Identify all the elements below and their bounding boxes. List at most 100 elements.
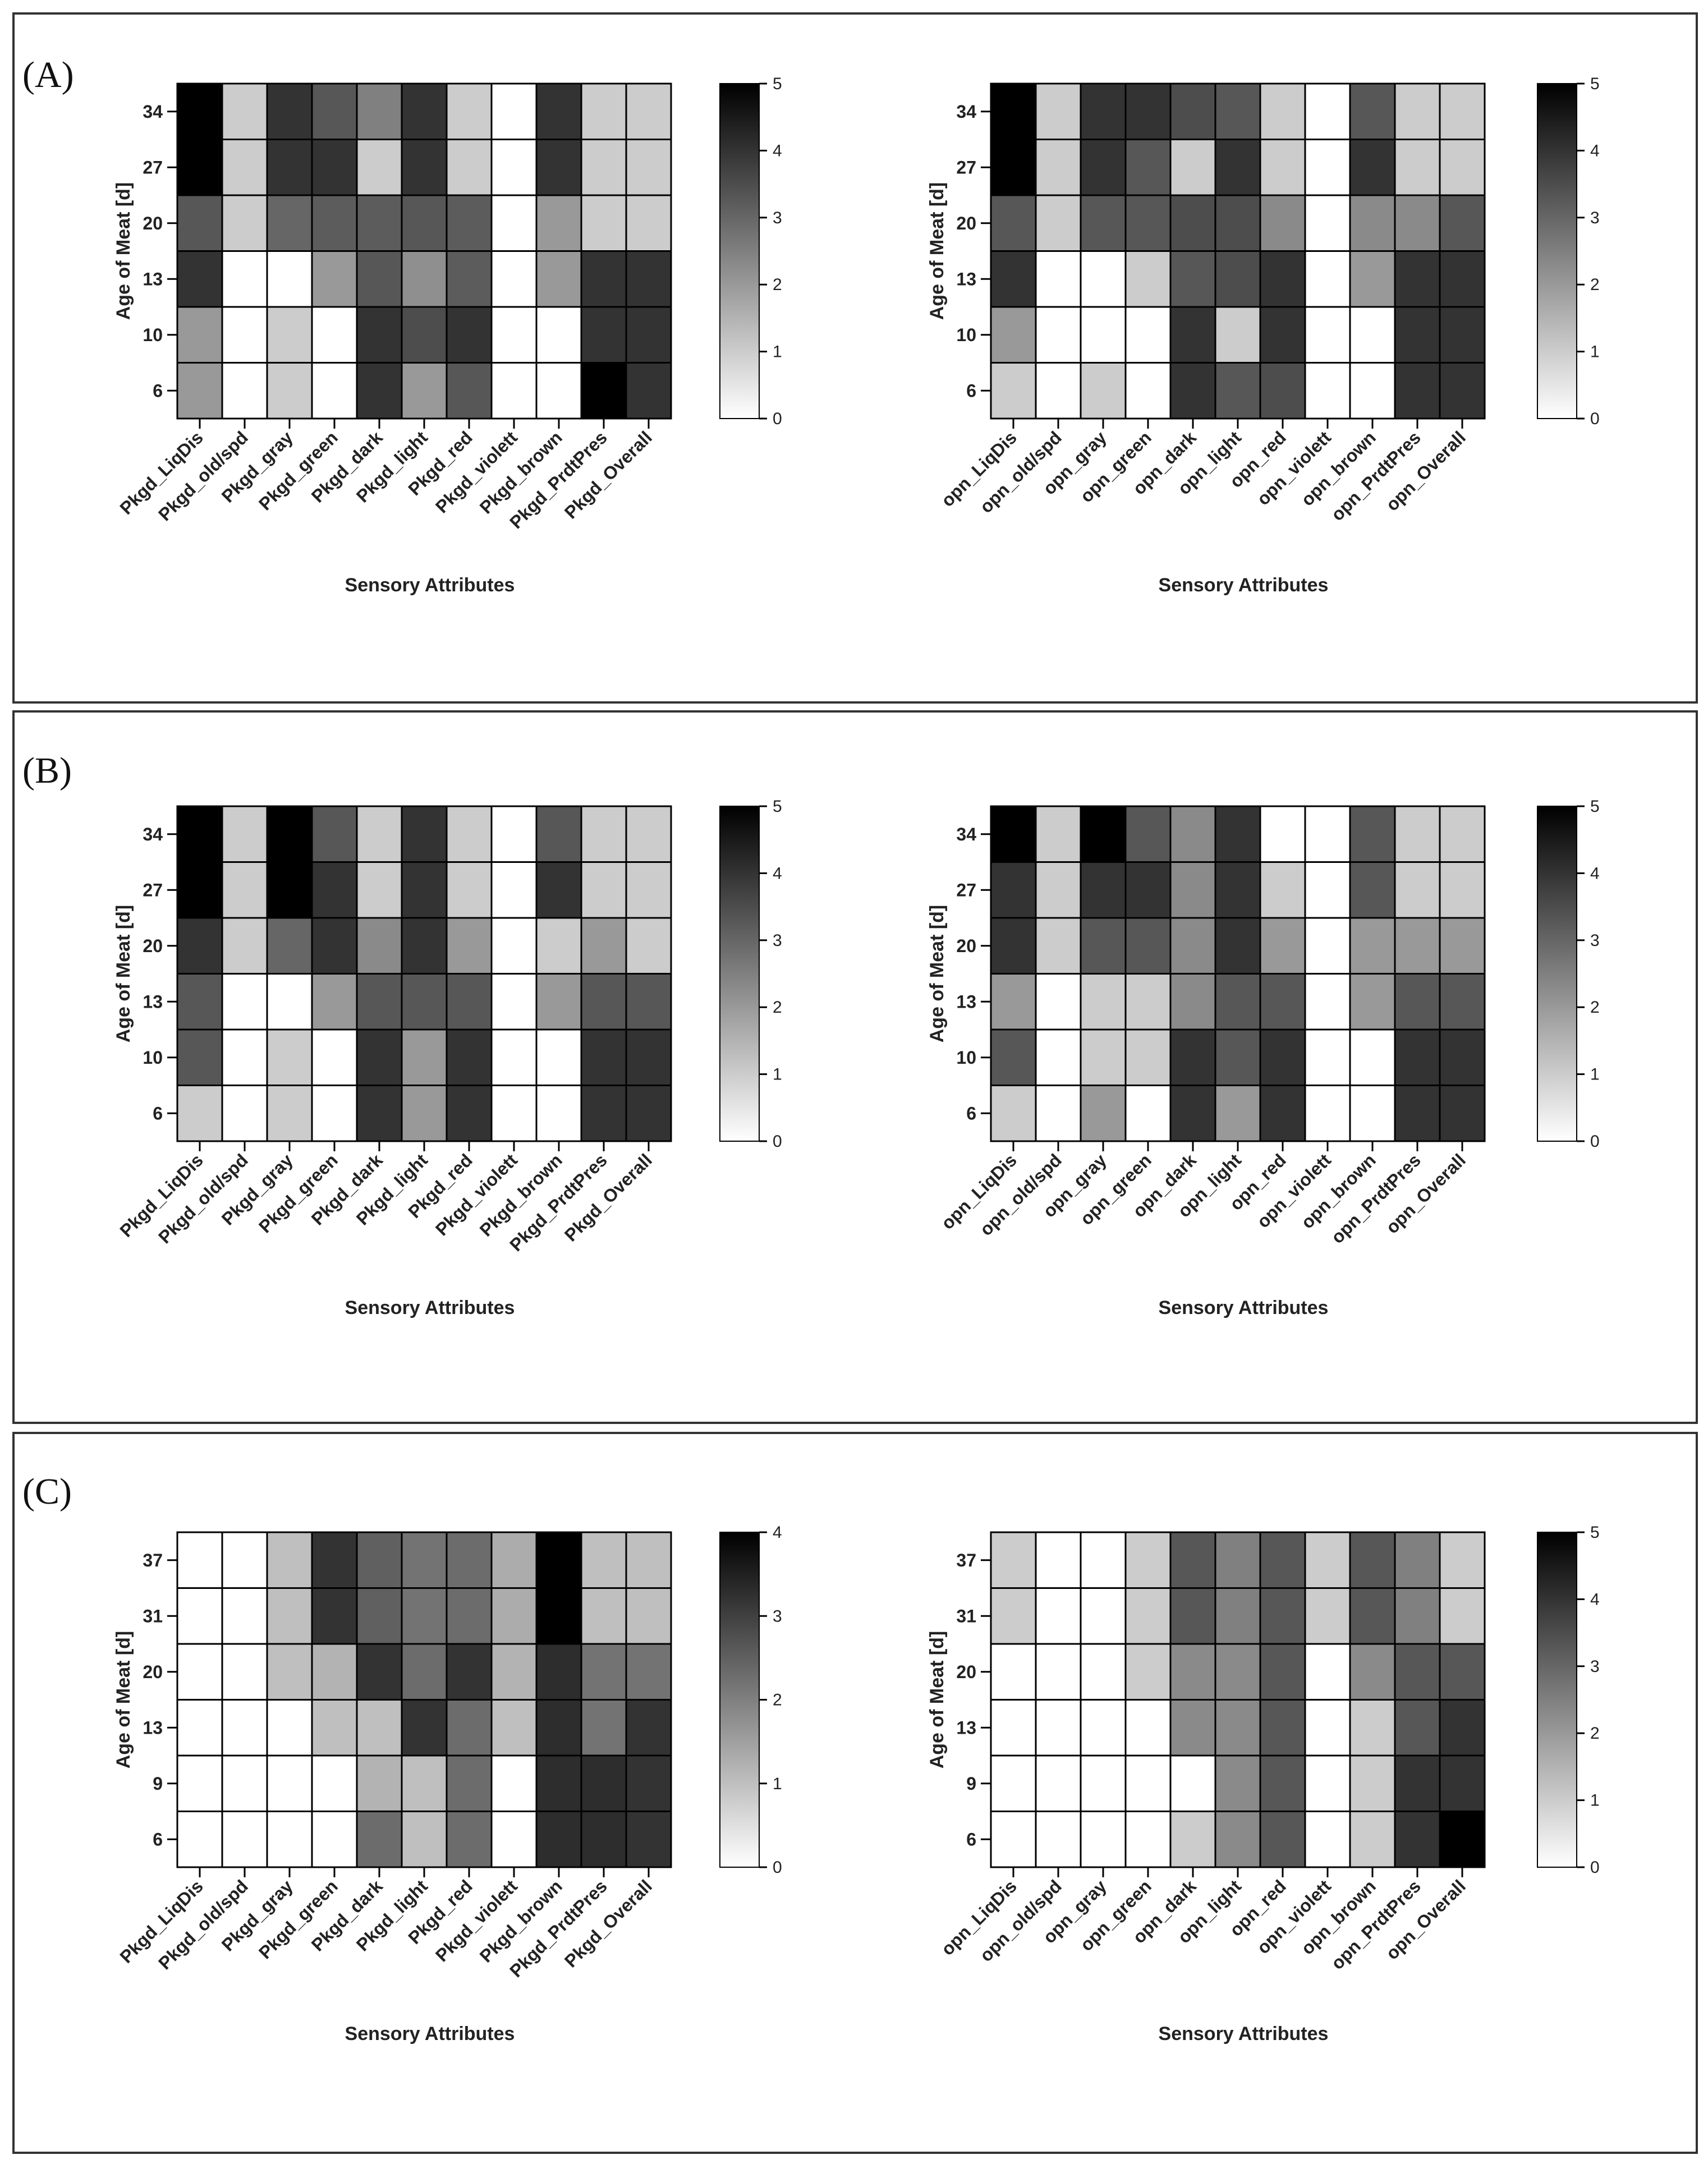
heatmap-cell xyxy=(1439,1699,1486,1757)
colorbar-tick-label: 1 xyxy=(773,343,782,361)
heatmap-cell xyxy=(1259,1085,1306,1142)
y-axis-title: Age of Meat [d] xyxy=(113,905,134,1043)
heatmap-cell xyxy=(1035,973,1082,1031)
heatmap-cell xyxy=(311,1028,358,1086)
y-tick-label: 6 xyxy=(153,380,163,401)
heatmap-cell xyxy=(356,1811,403,1868)
heatmap-cell xyxy=(1304,1811,1351,1868)
heatmap-cell xyxy=(356,917,403,975)
heatmap-cell xyxy=(176,1754,223,1812)
heatmap-cell xyxy=(1080,306,1127,364)
heatmap-cell xyxy=(401,194,448,252)
panel-label-b: (B) xyxy=(22,750,72,791)
heatmap-cell xyxy=(266,1643,313,1701)
heatmap-cell xyxy=(580,1643,627,1701)
heatmap-cell xyxy=(1259,306,1306,364)
heatmap-cell xyxy=(1080,82,1127,140)
colorbar-tick-label: 4 xyxy=(773,141,782,160)
heatmap-cell xyxy=(221,861,268,919)
heatmap-cell xyxy=(221,805,268,863)
heatmap-cell xyxy=(490,1085,538,1142)
heatmap-cell xyxy=(1259,1643,1306,1701)
heatmap-cell xyxy=(535,1699,582,1757)
heatmap-cell xyxy=(990,1085,1037,1142)
heatmap-cell xyxy=(625,861,672,919)
heatmap-cell xyxy=(1124,1085,1172,1142)
heatmap-cell xyxy=(266,1531,313,1589)
heatmap-cell xyxy=(266,1028,313,1086)
heatmap-cell xyxy=(1259,1699,1306,1757)
heatmap-cell xyxy=(1349,1643,1396,1701)
y-axis-title: Age of Meat [d] xyxy=(926,905,948,1043)
heatmap-cell xyxy=(401,1028,448,1086)
y-tick-label: 34 xyxy=(143,102,163,122)
heatmap-cell xyxy=(1124,194,1172,252)
heatmap-cell xyxy=(446,1811,493,1868)
heatmap-cell xyxy=(625,1754,672,1812)
heatmap-cell xyxy=(535,1531,582,1589)
heatmap-cell xyxy=(446,250,493,308)
y-tick-label: 9 xyxy=(966,1774,976,1794)
heatmap-cell xyxy=(625,917,672,975)
heatmap-cell xyxy=(490,805,538,863)
heatmap-cell xyxy=(490,1643,538,1701)
heatmap-cell xyxy=(1124,1531,1172,1589)
colorbar-tick-label: 1 xyxy=(1590,1065,1600,1084)
heatmap-cell xyxy=(1259,1531,1306,1589)
heatmap-cell xyxy=(1259,82,1306,140)
heatmap-cell xyxy=(1259,1028,1306,1086)
heatmap-cell xyxy=(1169,194,1216,252)
heatmap-cell xyxy=(356,194,403,252)
heatmap-cell xyxy=(990,917,1037,975)
x-axis-title: Sensory Attributes xyxy=(345,1297,515,1318)
heatmap-cell xyxy=(1394,194,1441,252)
heatmap-cell xyxy=(1124,82,1172,140)
heatmap-cell xyxy=(401,362,448,420)
heatmap-cell xyxy=(990,1643,1037,1701)
heatmap-cell xyxy=(1394,1699,1441,1757)
heatmap-cell xyxy=(1304,306,1351,364)
heatmap-cell xyxy=(176,194,223,252)
heatmap-cell xyxy=(1214,362,1261,420)
heatmap-cell xyxy=(1304,250,1351,308)
colorbar-tick-label: 2 xyxy=(1590,1724,1600,1743)
heatmap-cell xyxy=(1035,139,1082,196)
heatmap-cell xyxy=(1214,1531,1261,1589)
heatmap-cell xyxy=(221,1811,268,1868)
heatmap-cell xyxy=(1349,1085,1396,1142)
colorbar xyxy=(719,806,760,1142)
heatmap-cell xyxy=(625,250,672,308)
heatmap-cell xyxy=(356,1587,403,1645)
heatmap-cell xyxy=(311,82,358,140)
heatmap-cell xyxy=(1439,861,1486,919)
colorbar-tick-label: 0 xyxy=(773,410,782,428)
heatmap-cell xyxy=(221,1643,268,1701)
heatmap-cell xyxy=(401,973,448,1031)
heatmap-cell xyxy=(266,973,313,1031)
heatmap-cell xyxy=(1080,1643,1127,1701)
heatmap-cell xyxy=(1035,1699,1082,1757)
heatmap-cell xyxy=(401,861,448,919)
heatmap-cell xyxy=(446,1028,493,1086)
y-tick-label: 20 xyxy=(143,1662,163,1682)
heatmap-cell xyxy=(356,1754,403,1812)
x-axis-title: Sensory Attributes xyxy=(1159,2023,1329,2044)
heatmap-cell xyxy=(1304,973,1351,1031)
heatmap-cell xyxy=(266,250,313,308)
heatmap-cell xyxy=(401,917,448,975)
colorbar xyxy=(1537,1532,1577,1868)
heatmap-cell xyxy=(221,1085,268,1142)
heatmap-cell xyxy=(176,973,223,1031)
heatmap-cell xyxy=(266,82,313,140)
heatmap-cell xyxy=(1035,861,1082,919)
y-tick-label: 20 xyxy=(956,936,976,956)
heatmap-cell xyxy=(221,250,268,308)
colorbar-tick-label: 0 xyxy=(1590,410,1600,428)
heatmap-cell xyxy=(446,139,493,196)
heatmap-cell xyxy=(356,250,403,308)
heatmap-cell xyxy=(625,1811,672,1868)
heatmap-cell xyxy=(1349,1811,1396,1868)
heatmap-cell xyxy=(1080,805,1127,863)
y-tick-label: 31 xyxy=(956,1606,976,1626)
heatmap-cell xyxy=(1304,362,1351,420)
